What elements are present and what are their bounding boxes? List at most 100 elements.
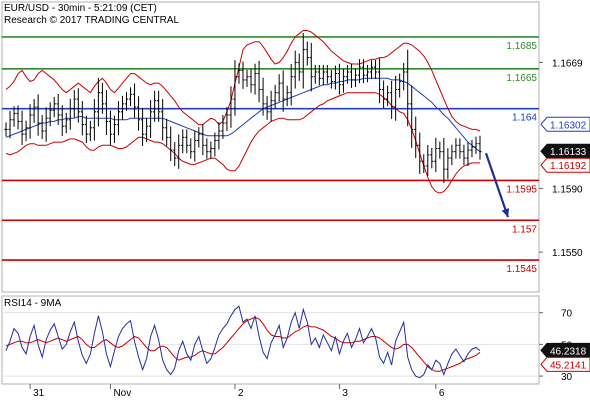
price-bar: [398, 73, 402, 98]
price-bar: [329, 69, 333, 89]
price-bar: [438, 141, 442, 159]
rsi-ma-badge-label: 45.2141: [550, 360, 587, 371]
price-bar: [478, 135, 482, 160]
price-bar: [209, 141, 213, 159]
price-bar: [317, 64, 321, 86]
price-bar: [108, 110, 113, 145]
price-bar: [104, 90, 109, 136]
bollinger-bands: [5, 30, 481, 194]
x-tick-label: 6: [439, 388, 445, 399]
price-bar: [132, 83, 137, 118]
price-badges: 1.16302 1.16133 1.16192: [540, 116, 590, 173]
price-bar: [140, 108, 145, 146]
price-bar: [189, 138, 193, 159]
time-axis: 31 Nov 2 3 6: [2, 383, 539, 399]
rsi-badges: 46.2318 45.2141: [540, 342, 590, 372]
price-bar: [217, 122, 221, 150]
price-bar: [434, 137, 438, 173]
price-bar: [309, 42, 313, 92]
price-blue-badge-shape: [540, 116, 590, 132]
forecast-arrow-shaft: [484, 152, 510, 218]
price-bar: [462, 144, 466, 166]
price-bar: [381, 80, 386, 109]
price-bar: [454, 138, 458, 159]
price-close-badge-label: 1.16133: [550, 147, 587, 158]
price-bar: [313, 64, 317, 84]
price-bar: [96, 78, 100, 127]
price-bar: [377, 58, 382, 104]
price-bar: [373, 60, 378, 79]
price-bar: [442, 137, 446, 183]
rsi-lines: [2, 305, 539, 379]
price-bar: [100, 82, 105, 114]
price-bar: [40, 115, 44, 139]
price-bar: [289, 63, 293, 106]
price-bar: [201, 124, 205, 156]
level-label-4: 1.157: [512, 224, 537, 235]
price-bar: [321, 64, 325, 86]
rsi-line: [5, 305, 481, 379]
price-bar: [68, 98, 72, 130]
price-bar: [52, 96, 56, 118]
price-bar: [237, 63, 241, 84]
x-tick-label: 3: [342, 388, 348, 399]
support-resistance-levels: 1.1685 1.1665 1.164 1.1595 1.157 1.1545: [2, 36, 539, 275]
price-bar: [253, 63, 257, 95]
price-bar: [225, 107, 229, 131]
price-tick-label: 1.1669: [552, 58, 583, 69]
price-bar: [32, 99, 36, 123]
price-bar: [161, 99, 165, 141]
price-bar: [56, 93, 60, 125]
rsi-tick-label: 30: [561, 372, 573, 383]
price-bar: [64, 112, 68, 134]
price-bar: [197, 127, 201, 148]
price-bar: [16, 105, 20, 130]
price-bar: [84, 115, 88, 144]
price-bar: [136, 96, 141, 131]
price-bar: [466, 142, 470, 167]
price-bar: [8, 110, 12, 139]
forecast-arrow-head: [501, 208, 510, 218]
price-bar: [305, 41, 309, 66]
level-label-0: 1.1685: [506, 41, 537, 52]
price-bar: [349, 63, 354, 88]
price-bar: [345, 64, 350, 84]
x-tick-label: 2: [238, 388, 244, 399]
chart-header-line2: Research © 2017 TRADING CENTRAL: [4, 15, 179, 26]
moving-average-line: [5, 77, 481, 153]
upper-band-line: [5, 30, 481, 132]
price-bar: [301, 33, 305, 89]
price-bar: [233, 60, 237, 116]
price-bar: [369, 60, 374, 79]
forecast-arrow: [484, 152, 510, 218]
price-bar: [474, 136, 478, 154]
price-bar: [422, 154, 426, 174]
price-bar: [386, 85, 390, 107]
rsi-value-badge-label: 46.2318: [550, 346, 587, 357]
rsi-ma-badge: 45.2141: [540, 356, 590, 372]
price-bar: [241, 61, 245, 89]
rsi-ma-badge-shape: [540, 356, 590, 372]
x-tick-label: Nov: [113, 388, 131, 399]
price-bar: [169, 126, 173, 161]
price-axis: 1.1550 1.1590 1.1669: [539, 58, 583, 259]
price-bar: [112, 115, 117, 144]
price-bar: [297, 53, 301, 81]
price-bar: [406, 49, 410, 127]
price-blue-badge-label: 1.16302: [550, 120, 587, 131]
rsi-value-badge: 46.2318: [540, 342, 590, 358]
price-bar: [353, 68, 358, 87]
price-bar: [458, 138, 462, 159]
price-bar: [257, 60, 261, 103]
price-bar: [402, 63, 406, 91]
price-bar: [193, 130, 197, 162]
price-bar: [281, 70, 285, 112]
price-bar: [12, 106, 16, 127]
price-bar: [128, 87, 133, 107]
price-bar: [205, 138, 209, 159]
lower-band-line: [5, 92, 480, 194]
chart-header-line1: EUR/USD - 30min - 5:21:09 (CET): [4, 3, 157, 14]
price-bar: [4, 122, 8, 137]
price-bar: [120, 95, 125, 120]
